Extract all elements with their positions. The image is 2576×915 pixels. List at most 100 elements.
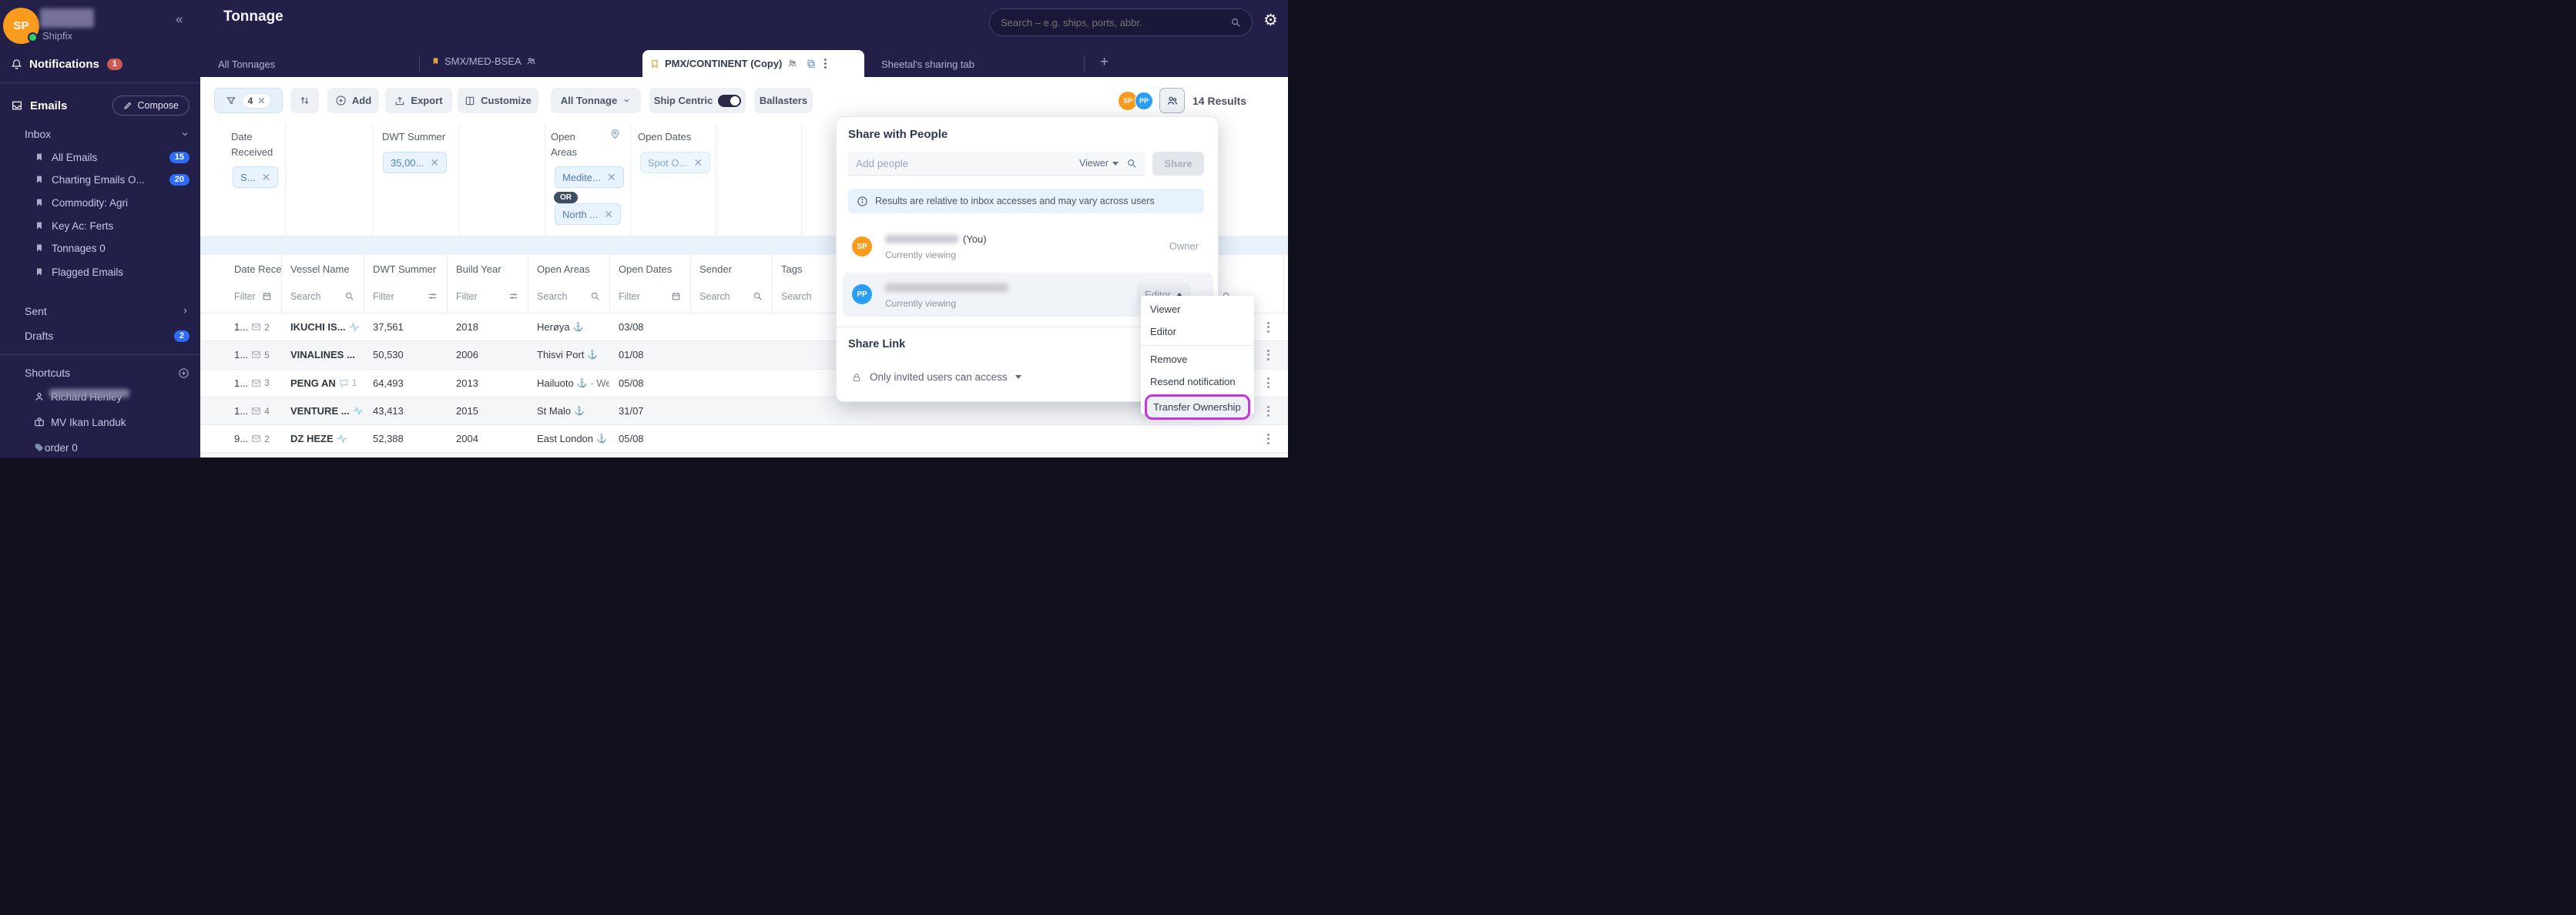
filter-date-received[interactable]: Filter [200,284,281,308]
chip-remove-icon[interactable]: ✕ [430,156,440,169]
filter-chip-dwt[interactable]: 35,00... ✕ [383,152,448,173]
mail-icon [252,407,260,414]
add-button[interactable]: Add [327,88,379,113]
col-header-build-year[interactable]: Build Year [456,263,501,275]
col-header-vessel-name[interactable]: Vessel Name [290,263,350,275]
menu-item-resend-notification[interactable]: Resend notification [1150,376,1236,387]
tab-menu-kebab-icon[interactable] [822,56,829,71]
ship-centric-toggle-group[interactable]: Ship Centric [649,88,746,113]
row-menu-kebab-icon[interactable] [1264,319,1273,336]
view-label: All Tonnage [560,95,618,106]
role-select[interactable]: Viewer [1079,158,1119,169]
gear-icon[interactable]: ⚙ [1263,12,1278,29]
cell-year: 2006 [456,349,478,361]
sidebar-item-tonnages[interactable]: Tonnages 0 [0,239,200,257]
compose-button[interactable]: Compose [112,96,190,116]
collaborator-avatar-pp[interactable]: PP [1135,92,1153,110]
filter-vessel-name[interactable]: Search [281,284,364,308]
export-button[interactable]: Export [385,88,452,113]
shortcut-item-contact[interactable]: Richard Henley [0,388,200,405]
row-menu-kebab-icon[interactable] [1264,374,1273,391]
col-header-open-areas[interactable]: Open Areas [537,263,590,275]
filters-button[interactable]: 4 ✕ [214,88,283,113]
share-button[interactable]: Share [1152,152,1204,176]
filter-open-areas[interactable]: Search [528,284,609,308]
location-pin-icon[interactable] [609,128,621,139]
col-header-open-dates[interactable]: Open Dates [619,263,673,275]
view-select[interactable]: All Tonnage [551,88,641,113]
workspace-avatar[interactable]: SP [3,8,39,44]
sidebar-item-sent[interactable]: Sent [0,302,200,320]
shortcut-item-order[interactable]: order 0 [0,439,200,456]
sliders-icon [509,293,518,300]
filter-open-dates[interactable]: Filter [609,284,690,308]
cell-dwt: 52,388 [373,433,404,445]
sidebar-item-drafts[interactable]: Drafts 2 [0,327,200,345]
mail-count: 4 [264,405,270,417]
filter-chip-area-2[interactable]: North ... ✕ [555,203,621,225]
folder-label: Charting Emails O... [52,173,145,186]
sidebar-item-charting-emails[interactable]: Charting Emails O... 20 [0,170,200,189]
filter-chip-open-dates[interactable]: Spot O... ✕ [640,152,711,173]
menu-item-remove[interactable]: Remove [1150,354,1188,365]
add-shortcut-icon[interactable] [178,367,190,379]
filter-build-year[interactable]: Filter [447,284,528,308]
app-root: SP Shipfix « Notifications 1 Emails Comp… [0,0,1288,458]
col-header-sender[interactable]: Sender [699,263,732,275]
chip-remove-icon[interactable]: ✕ [693,156,703,169]
chip-remove-icon[interactable]: ✕ [261,170,271,183]
filter-dwt[interactable]: Filter [364,284,447,308]
filter-chip-date-received[interactable]: S... ✕ [233,166,279,188]
share-people-button[interactable] [1159,88,1185,113]
sort-button[interactable] [290,88,319,113]
filter-sender[interactable]: Search [690,284,772,308]
menu-item-viewer[interactable]: Viewer [1150,303,1181,315]
tab-all-tonnages[interactable]: All Tonnages [218,59,276,70]
col-header-date-received[interactable]: Date Received [234,263,281,275]
customize-button[interactable]: Customize [458,88,538,113]
search-icon[interactable] [1230,17,1241,28]
row-menu-kebab-icon[interactable] [1264,347,1273,364]
activity-pulse-icon [349,322,359,332]
collaborator-avatar-sp[interactable]: SP [1119,92,1137,110]
menu-item-editor[interactable]: Editor [1150,326,1176,337]
notifications-badge: 1 [106,58,122,70]
global-search[interactable] [989,8,1253,36]
sidebar-item-flagged-emails[interactable]: Flagged Emails [0,263,200,281]
anchor-icon: ⚓ [572,323,584,333]
ballasters-button[interactable]: Ballasters [754,88,813,113]
clear-filters-icon[interactable]: ✕ [257,95,266,106]
filter-chip-area-1[interactable]: Medite... ✕ [555,166,624,188]
new-tab-button[interactable]: + [1100,54,1109,70]
user-avatar-pp: PP [852,284,872,304]
or-operator-pill: OR [554,192,578,203]
row-menu-kebab-icon[interactable] [1264,431,1273,447]
link-access-select[interactable]: Only invited users can access [851,371,1021,383]
sidebar-item-key-ac-ferts[interactable]: Key Ac: Ferts [0,216,200,235]
col-header-tags[interactable]: Tags [781,263,803,275]
sidebar-item-inbox[interactable]: Inbox [0,125,200,142]
tab-smx-med-bsea[interactable]: SMX/MED-BSEA [431,55,536,67]
sidebar-collapse-icon[interactable]: « [176,12,183,26]
search-input[interactable] [1001,16,1230,28]
shortcut-item-vessel[interactable]: MV Ikan Landuk [0,414,200,431]
chip-remove-icon[interactable]: ✕ [604,207,613,220]
add-people-input[interactable] [856,157,1072,169]
cell-dwt: 43,413 [373,405,404,417]
sidebar-item-notifications[interactable]: Notifications 1 [0,54,200,74]
table-row[interactable]: 9... 2 DZ HEZE 52,388 2004 East London ⚓ … [200,425,1288,454]
filter-tags[interactable]: Search [772,284,854,308]
ship-centric-toggle[interactable] [718,94,742,107]
sidebar-item-commodity-agri[interactable]: Commodity: Agri [0,193,200,212]
search-icon[interactable] [1126,158,1137,169]
menu-item-transfer-ownership[interactable]: Transfer Ownership [1153,401,1241,413]
col-header-dwt-summer[interactable]: DWT Summer [373,263,437,275]
filter-group-label: Open Dates [638,131,692,142]
chip-remove-icon[interactable]: ✕ [606,170,616,183]
tab-sheetals-sharing[interactable]: Sheetal's sharing tab [881,59,975,70]
duplicate-tab-icon[interactable] [806,59,817,69]
row-menu-kebab-icon[interactable] [1264,403,1273,420]
mail-icon [252,351,260,359]
tab-pmx-continent-active[interactable]: PMX/CONTINENT (Copy) [642,50,864,77]
sidebar-item-all-emails[interactable]: All Emails 15 [0,148,200,166]
